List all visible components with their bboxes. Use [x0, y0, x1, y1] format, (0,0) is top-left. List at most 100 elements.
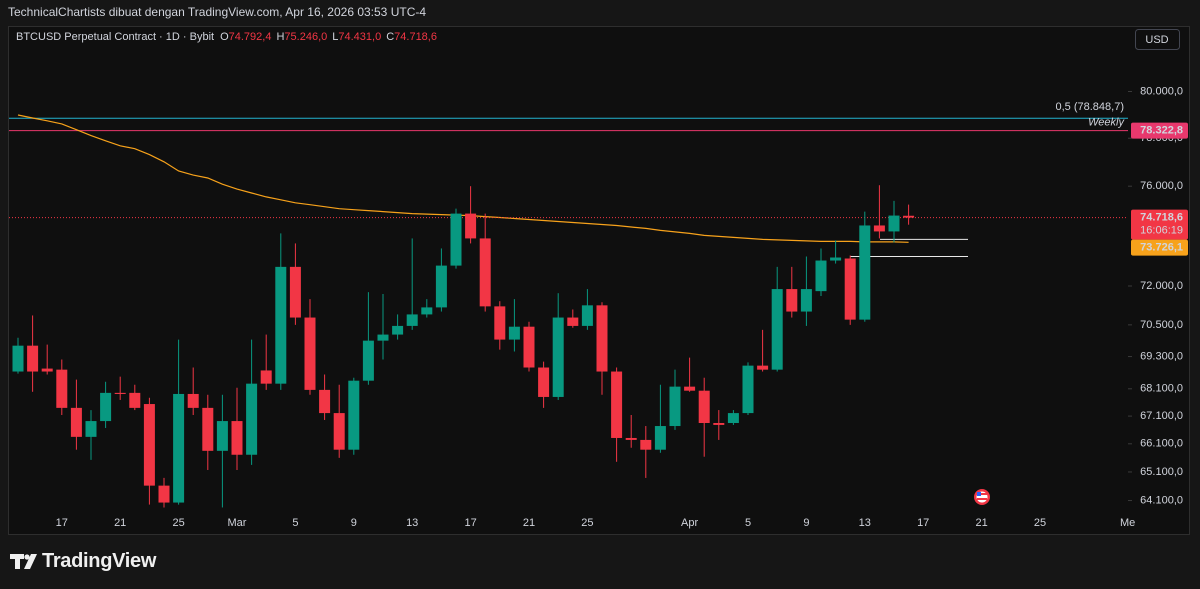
ma-price-box [1131, 239, 1188, 256]
candle-body [815, 260, 827, 292]
ohlc-legend: BTCUSD Perpetual Contract · 1D · Bybit O7… [16, 31, 442, 43]
candle-body [596, 305, 608, 372]
x-tick-label: 21 [114, 517, 126, 529]
candle-body [684, 386, 696, 391]
candle-body [611, 371, 623, 438]
candle-body [625, 437, 637, 440]
level-label: Weekly [1088, 117, 1125, 129]
candle-body [435, 265, 447, 308]
candle-body [406, 314, 418, 326]
x-tick-label: 17 [56, 517, 68, 529]
x-tick-label: 21 [523, 517, 535, 529]
candle-body [888, 215, 900, 232]
candle-body [275, 266, 287, 384]
candle-body [465, 213, 477, 239]
y-tick-label: 72.000,0 [1140, 280, 1183, 292]
ohlc-prefix: C [386, 31, 395, 43]
candle-body [304, 317, 316, 390]
moving-average [17, 114, 909, 243]
symbol-title: BTCUSD Perpetual Contract · 1D · Bybit [16, 31, 215, 43]
candle-body [523, 326, 535, 368]
x-tick-label: 5 [745, 517, 751, 529]
candle-body [552, 317, 564, 397]
candle-body [742, 365, 754, 414]
candle-body [143, 404, 155, 486]
x-tick-label: 25 [581, 517, 593, 529]
weekly-price: 78.322,8 [1140, 125, 1183, 137]
candle-body [12, 345, 24, 372]
flag-icon [974, 489, 990, 505]
candle-body [260, 370, 272, 384]
chart-panel [8, 26, 1190, 535]
candle-body [698, 390, 710, 423]
candle-body [27, 345, 39, 372]
candle-body [800, 289, 812, 312]
candle-body [129, 392, 141, 408]
y-tick-label: 80.000,0 [1140, 85, 1183, 97]
x-tick-label: 9 [803, 517, 809, 529]
candle-body [830, 257, 842, 261]
x-tick-label: Me [1120, 517, 1135, 529]
currency-button[interactable] [1135, 29, 1180, 50]
x-tick-label: 25 [1034, 517, 1046, 529]
y-tick-label: 67.100,0 [1140, 410, 1183, 422]
candle-body [873, 225, 885, 232]
last-price: 74.718,6 [1140, 211, 1183, 223]
y-tick-label: 68.100,0 [1140, 383, 1183, 395]
candle-body [654, 426, 666, 450]
price-axis: 80.000,078.000,076.000,072.000,070.500,0… [1128, 85, 1188, 506]
candle-body [450, 213, 462, 266]
y-tick-label: 65.100,0 [1140, 466, 1183, 478]
candle-body [538, 367, 550, 397]
brand: TradingView [42, 550, 157, 572]
ohlc-value: 75.246,0 [284, 31, 328, 43]
candle-body [669, 386, 681, 427]
x-tick-label: 25 [172, 517, 184, 529]
y-tick-label: 64.100,0 [1140, 494, 1183, 506]
candle-body [231, 421, 243, 455]
x-tick-label: 13 [859, 517, 871, 529]
candle-body [362, 340, 374, 381]
candle-body [333, 413, 345, 450]
ohlc-value: 74.792,4 [228, 31, 272, 43]
candle-body [56, 369, 68, 408]
countdown: 16:06:19 [1140, 224, 1183, 236]
candle-body [421, 307, 433, 315]
candle-body [100, 392, 112, 422]
y-tick-label: 69.300,0 [1140, 350, 1183, 362]
candle-body [348, 380, 360, 450]
candle-body [289, 266, 301, 318]
candle-body [903, 215, 915, 218]
candle-body [771, 289, 783, 370]
y-tick-label: 70.500,0 [1140, 319, 1183, 331]
x-tick-label: 5 [292, 517, 298, 529]
candle-body [479, 238, 491, 307]
candle-body [158, 485, 170, 503]
candle-body [392, 325, 404, 335]
candle-body [786, 289, 798, 312]
candle-body [640, 439, 652, 450]
x-tick-label: Mar [228, 517, 247, 529]
candle-body [70, 407, 82, 437]
x-tick-label: Apr [681, 517, 698, 529]
candle-body [41, 368, 53, 372]
y-tick-label: 66.100,0 [1140, 438, 1183, 450]
ma-price: 73.726,1 [1140, 241, 1183, 253]
candle-body [216, 421, 228, 451]
candle-body [377, 334, 389, 341]
plot-area: 0,5 (78.848,7) Weekly [9, 101, 1128, 508]
x-tick-label: 21 [975, 517, 987, 529]
candle-body [187, 393, 199, 408]
currency[interactable]: USD [1145, 34, 1168, 46]
candle-body [508, 326, 520, 340]
ohlc-prefix: O [220, 31, 229, 43]
candle-body [494, 306, 506, 340]
candle-body [581, 305, 593, 326]
candle-body [114, 392, 126, 394]
candle-body [173, 393, 185, 503]
candle-body [757, 365, 769, 370]
weekly-price-box [1131, 122, 1188, 139]
y-tick-label: 76.000,0 [1140, 180, 1183, 192]
x-tick-label: 13 [406, 517, 418, 529]
ohlc-value: 74.431,0 [338, 31, 382, 43]
